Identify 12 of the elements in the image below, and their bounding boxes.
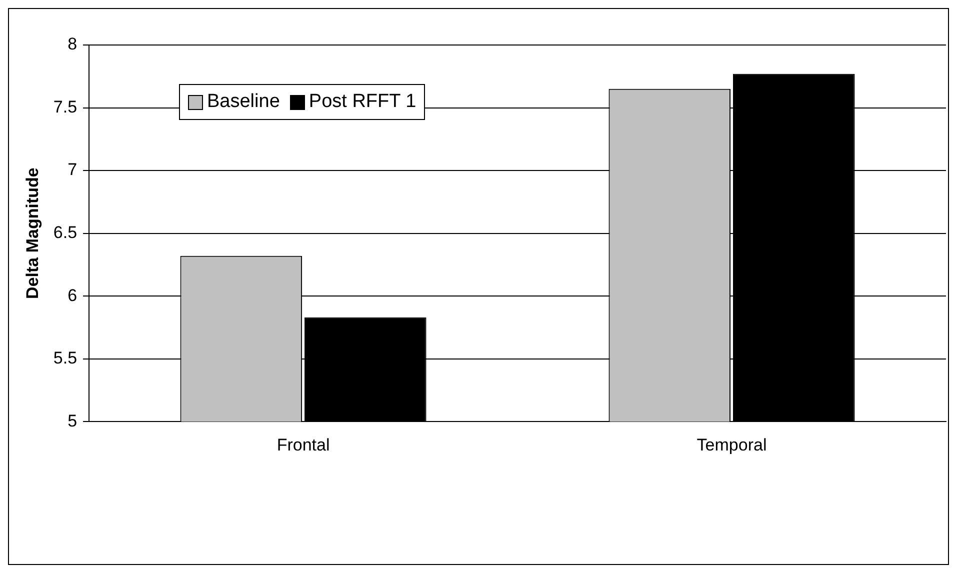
y-tick-label: 8	[68, 34, 78, 54]
x-tick-label: Frontal	[276, 435, 330, 454]
x-tick-label: Temporal	[696, 435, 767, 454]
legend-label: Post RFFT 1	[308, 91, 416, 113]
y-tick-label: 7	[68, 160, 78, 180]
y-tick-label: 6.5	[53, 222, 78, 242]
legend-label: Baseline	[207, 91, 280, 113]
y-tick-label: 5.5	[53, 348, 78, 368]
y-tick-label: 5	[68, 411, 78, 430]
y-tick-label: 6	[68, 286, 78, 305]
y-tick-label: 7.5	[53, 97, 78, 116]
y-axis-title: Delta Magnitude	[22, 168, 42, 299]
